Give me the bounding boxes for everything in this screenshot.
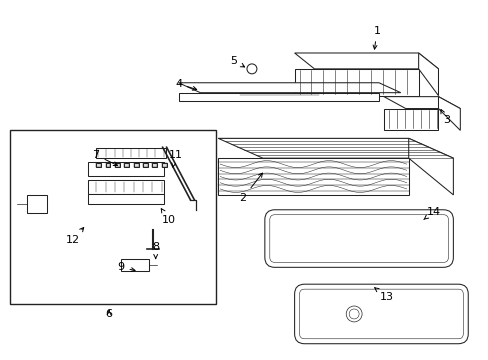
Polygon shape: [124, 163, 129, 167]
Polygon shape: [294, 69, 418, 96]
Text: 2: 2: [239, 173, 262, 203]
Bar: [10, 130, 216, 304]
Polygon shape: [383, 109, 438, 130]
Circle shape: [346, 306, 361, 322]
Polygon shape: [218, 138, 452, 158]
Text: 10: 10: [161, 209, 175, 225]
Polygon shape: [27, 195, 46, 213]
Text: 9: 9: [117, 262, 135, 272]
Circle shape: [246, 64, 256, 74]
Polygon shape: [418, 53, 438, 96]
Polygon shape: [383, 96, 459, 109]
Polygon shape: [218, 158, 408, 195]
Polygon shape: [152, 163, 157, 167]
Text: 14: 14: [423, 207, 440, 220]
Text: 11: 11: [168, 150, 182, 167]
Polygon shape: [105, 163, 110, 167]
Text: 7: 7: [92, 150, 117, 166]
Polygon shape: [96, 163, 101, 167]
Polygon shape: [162, 163, 166, 167]
Polygon shape: [88, 162, 163, 176]
Text: 6: 6: [105, 309, 112, 319]
Polygon shape: [178, 83, 400, 93]
Polygon shape: [133, 163, 138, 167]
Polygon shape: [96, 148, 165, 158]
Text: 12: 12: [66, 228, 83, 244]
Polygon shape: [408, 138, 452, 195]
Text: 4: 4: [175, 79, 196, 90]
Circle shape: [348, 309, 358, 319]
Text: 5: 5: [230, 56, 244, 67]
Polygon shape: [121, 260, 148, 271]
Polygon shape: [88, 194, 163, 204]
FancyBboxPatch shape: [299, 289, 462, 339]
Text: 13: 13: [374, 288, 393, 302]
Polygon shape: [178, 93, 378, 100]
Polygon shape: [142, 163, 147, 167]
FancyBboxPatch shape: [294, 284, 468, 344]
Text: 1: 1: [372, 26, 380, 49]
Polygon shape: [88, 180, 163, 194]
Text: 3: 3: [440, 109, 449, 126]
Text: 8: 8: [152, 243, 159, 258]
Polygon shape: [115, 163, 120, 167]
Polygon shape: [294, 53, 438, 69]
Polygon shape: [438, 96, 459, 130]
FancyBboxPatch shape: [269, 215, 447, 262]
FancyBboxPatch shape: [264, 210, 452, 267]
